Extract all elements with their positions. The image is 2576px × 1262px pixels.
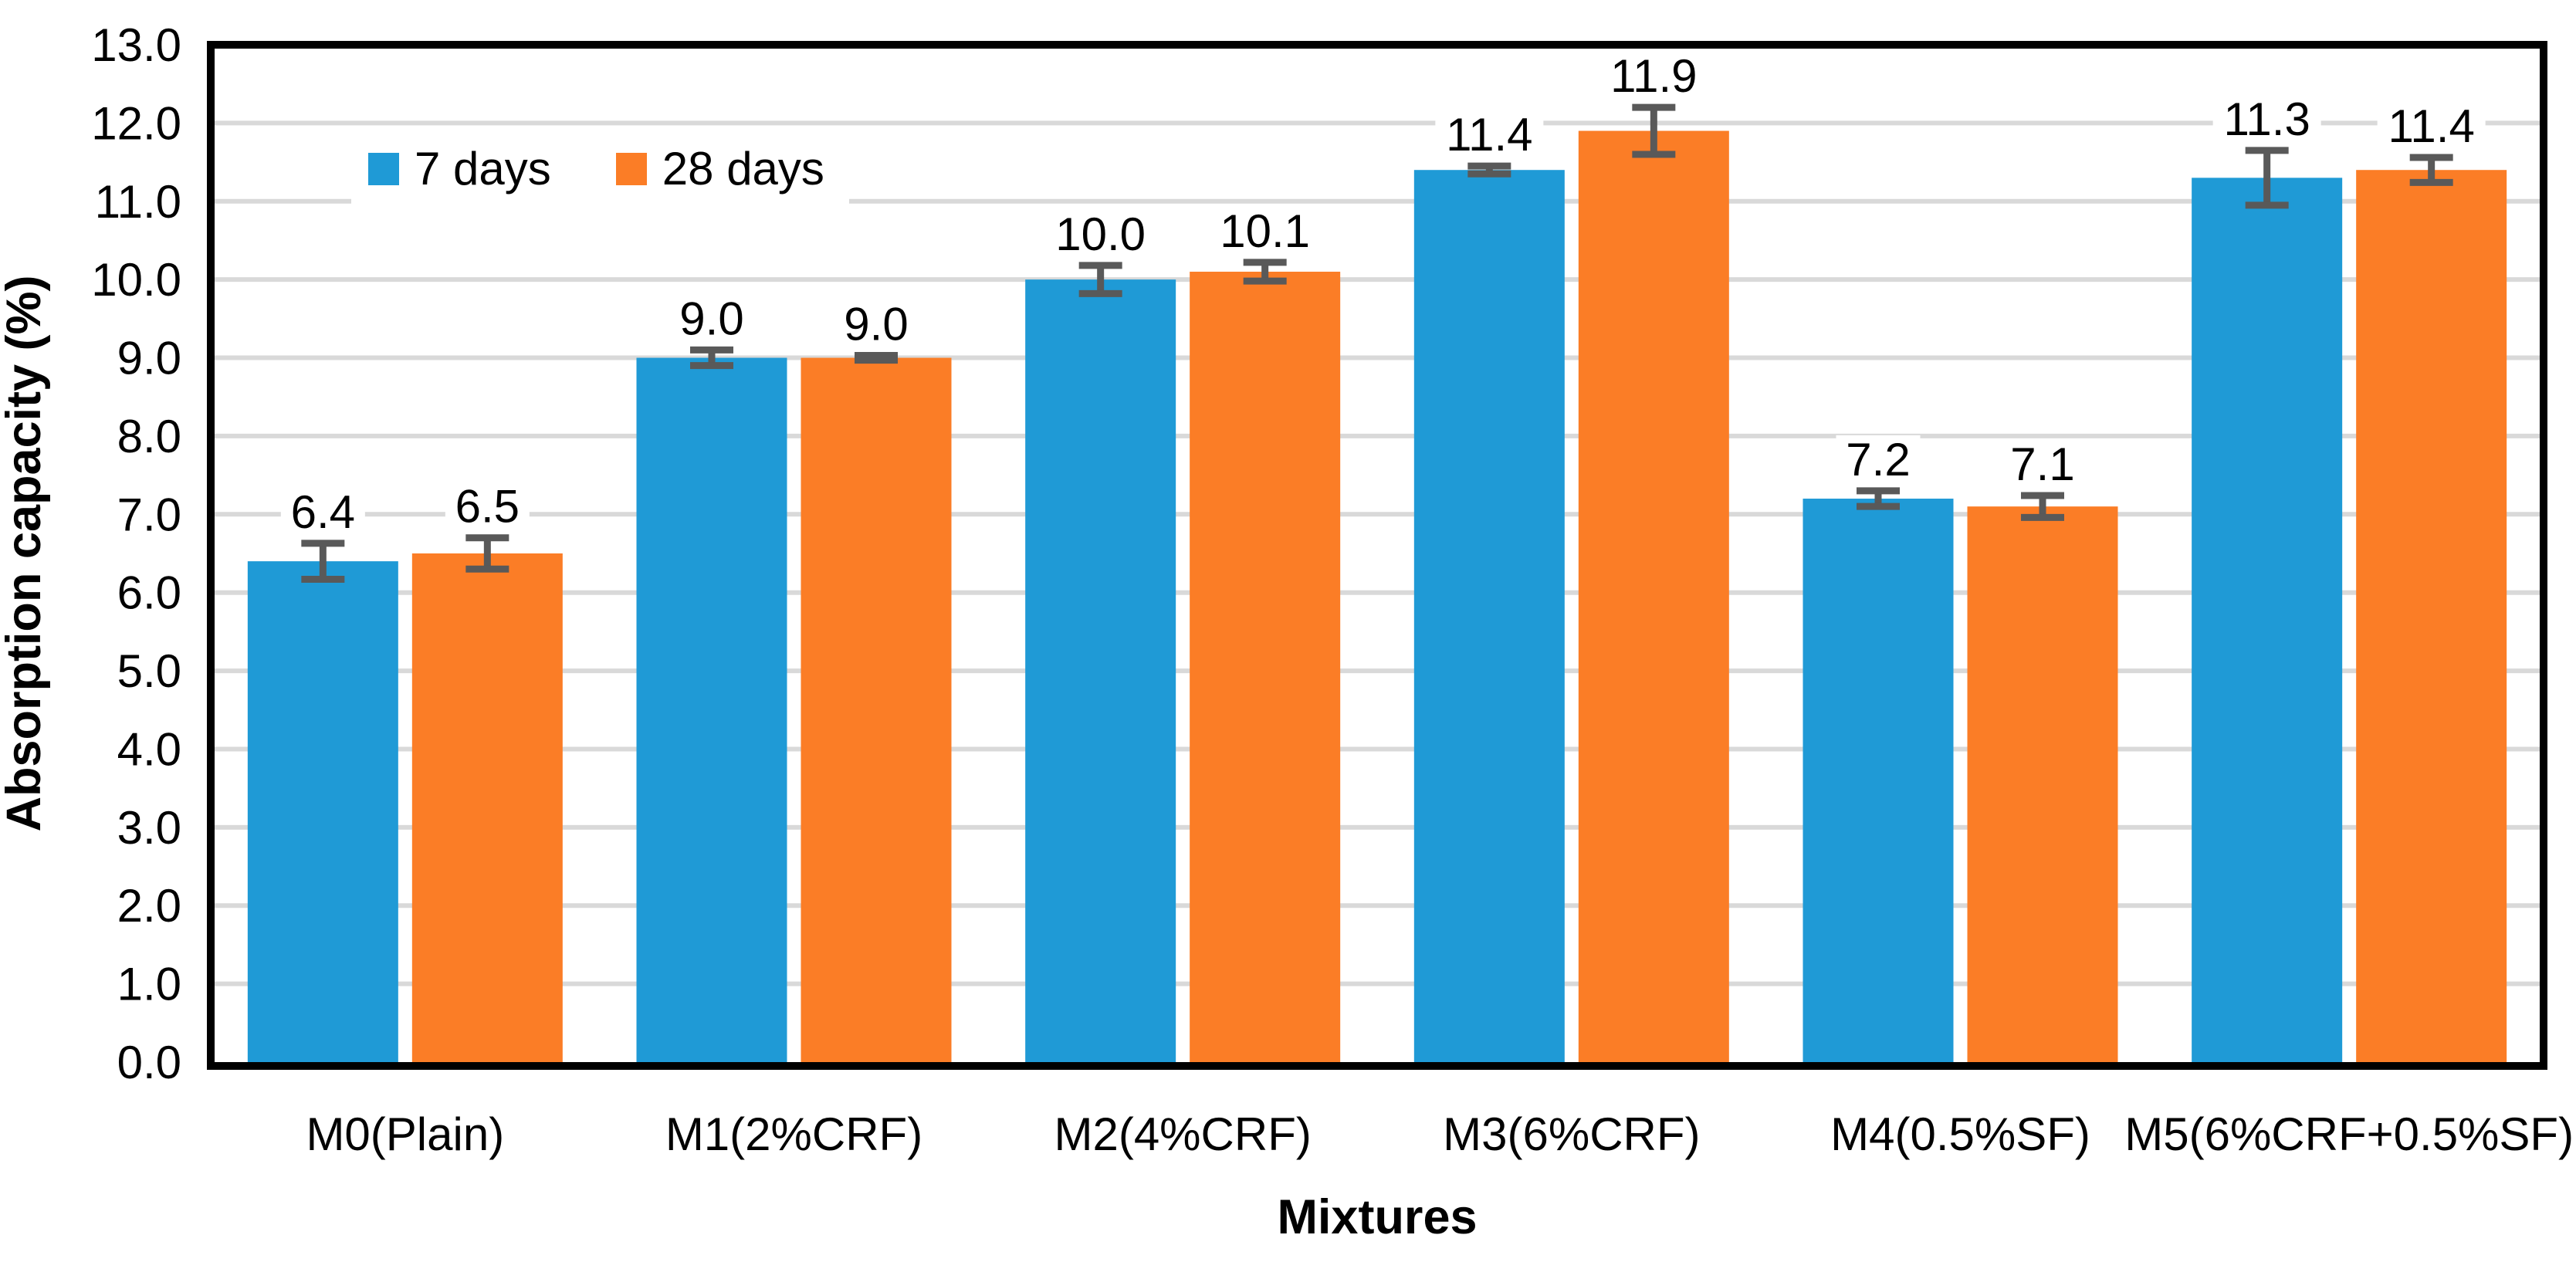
bar [1578,130,1729,1065]
bar [636,357,787,1065]
value-label-bg [2377,101,2486,151]
value-label-bg [2212,94,2321,144]
y-tick-label: 8.0 [117,411,181,462]
value-label: 11.9 [1610,50,1697,102]
value-labels-layer: 6.4 9.0 10.0 11.4 7.2 11.3 6.5 9.0 10.1 11.9 7.1 11… [280,50,2486,538]
legend-label-28-days: 28 days [662,143,824,195]
y-tick-label: 4.0 [117,723,181,775]
error-bar [2245,147,2289,209]
y-tick-label: 12.0 [91,97,181,149]
y-tick-label: 3.0 [117,802,181,854]
bars-layer [247,130,2507,1066]
value-label-bg [669,294,754,344]
error-bar [301,540,345,583]
value-label-bg [1836,435,1921,485]
y-tick-label: 13.0 [91,19,181,71]
error-bar [855,351,898,364]
legend-item-7-days: 7 days [368,146,551,192]
legend-swatch-7-days [368,153,399,185]
y-tick-label: 7.0 [117,489,181,540]
error-bar [2409,154,2453,186]
legend-item-28-days: 28 days [615,143,824,195]
value-label: 11.4 [2388,100,2475,152]
x-tick-label: M5(6%CRF+0.5%SF) [2124,1108,2574,1160]
bar [411,553,563,1065]
error-bar [1632,103,1676,158]
y-tick-label: 2.0 [117,880,181,932]
value-label: 7.2 [1846,434,1910,486]
error-bar [1467,162,1511,178]
x-tick-label: M1(2%CRF) [665,1108,922,1160]
plot-frame [207,41,2547,1070]
value-label-bg [1599,52,1708,102]
error-bars-layer [301,103,2453,583]
value-label-bg [280,487,365,537]
x-tick-label: M0(Plain) [306,1108,504,1160]
value-label: 9.0 [844,298,908,350]
value-label: 6.4 [291,486,355,538]
bar [1803,499,1954,1065]
error-bar [465,534,509,573]
y-tick-label: 0.0 [117,1037,181,1088]
legend-swatch-28-days [615,153,647,185]
legend-label-7-days: 7 days [415,143,551,195]
y-tick-label: 5.0 [117,645,181,697]
y-tick-label: 6.0 [117,567,181,619]
value-label: 11.4 [1446,109,1532,161]
x-tick-label: M4(0.5%SF) [1830,1108,2090,1160]
error-bar [2021,492,2064,521]
bar [1190,272,1341,1065]
bar [801,357,952,1065]
bar [1967,506,2118,1065]
value-label: 9.0 [679,293,743,344]
value-label-bg [1435,110,1544,161]
bar [2192,178,2343,1065]
y-tick-labels-layer: 0.0 1.0 2.0 3.0 4.0 5.0 6.0 7.0 8.0 9.0 10.0 11.0 12… [91,19,181,1088]
error-bar [1243,259,1287,285]
value-label-bg [1046,209,1155,259]
x-axis-title: Mixtures [1277,1190,1477,1244]
value-label: 10.1 [1220,205,1310,257]
x-tick-label: M3(6%CRF) [1443,1108,1700,1160]
value-label-bg [445,482,530,532]
bar [247,561,398,1065]
value-label: 6.5 [455,481,520,533]
error-bar [1857,487,1900,510]
y-tick-label: 10.0 [91,254,181,306]
x-tick-label: M2(4%CRF) [1054,1108,1311,1160]
legend: 7 days 28 days [351,126,849,212]
bar [2356,170,2507,1066]
value-label-bg [2000,439,2085,489]
bar [1413,170,1565,1066]
value-label: 7.1 [2010,438,2074,490]
y-tick-label: 11.0 [95,176,181,228]
value-label-bg [1210,206,1319,256]
x-tick-labels-layer: M0(Plain) M1(2%CRF) M2(4%CRF) M3(6%CRF) M4(0… [306,1108,2574,1160]
y-tick-label: 9.0 [117,333,181,384]
error-bar [1078,262,1122,297]
error-bar [690,346,733,370]
value-label: 10.0 [1055,208,1146,260]
value-label-bg [834,299,919,350]
y-tick-label: 1.0 [117,959,181,1010]
value-label: 11.3 [2224,93,2310,145]
y-axis-title: Absorption capacity (%) [0,275,51,831]
bar [1025,279,1176,1066]
